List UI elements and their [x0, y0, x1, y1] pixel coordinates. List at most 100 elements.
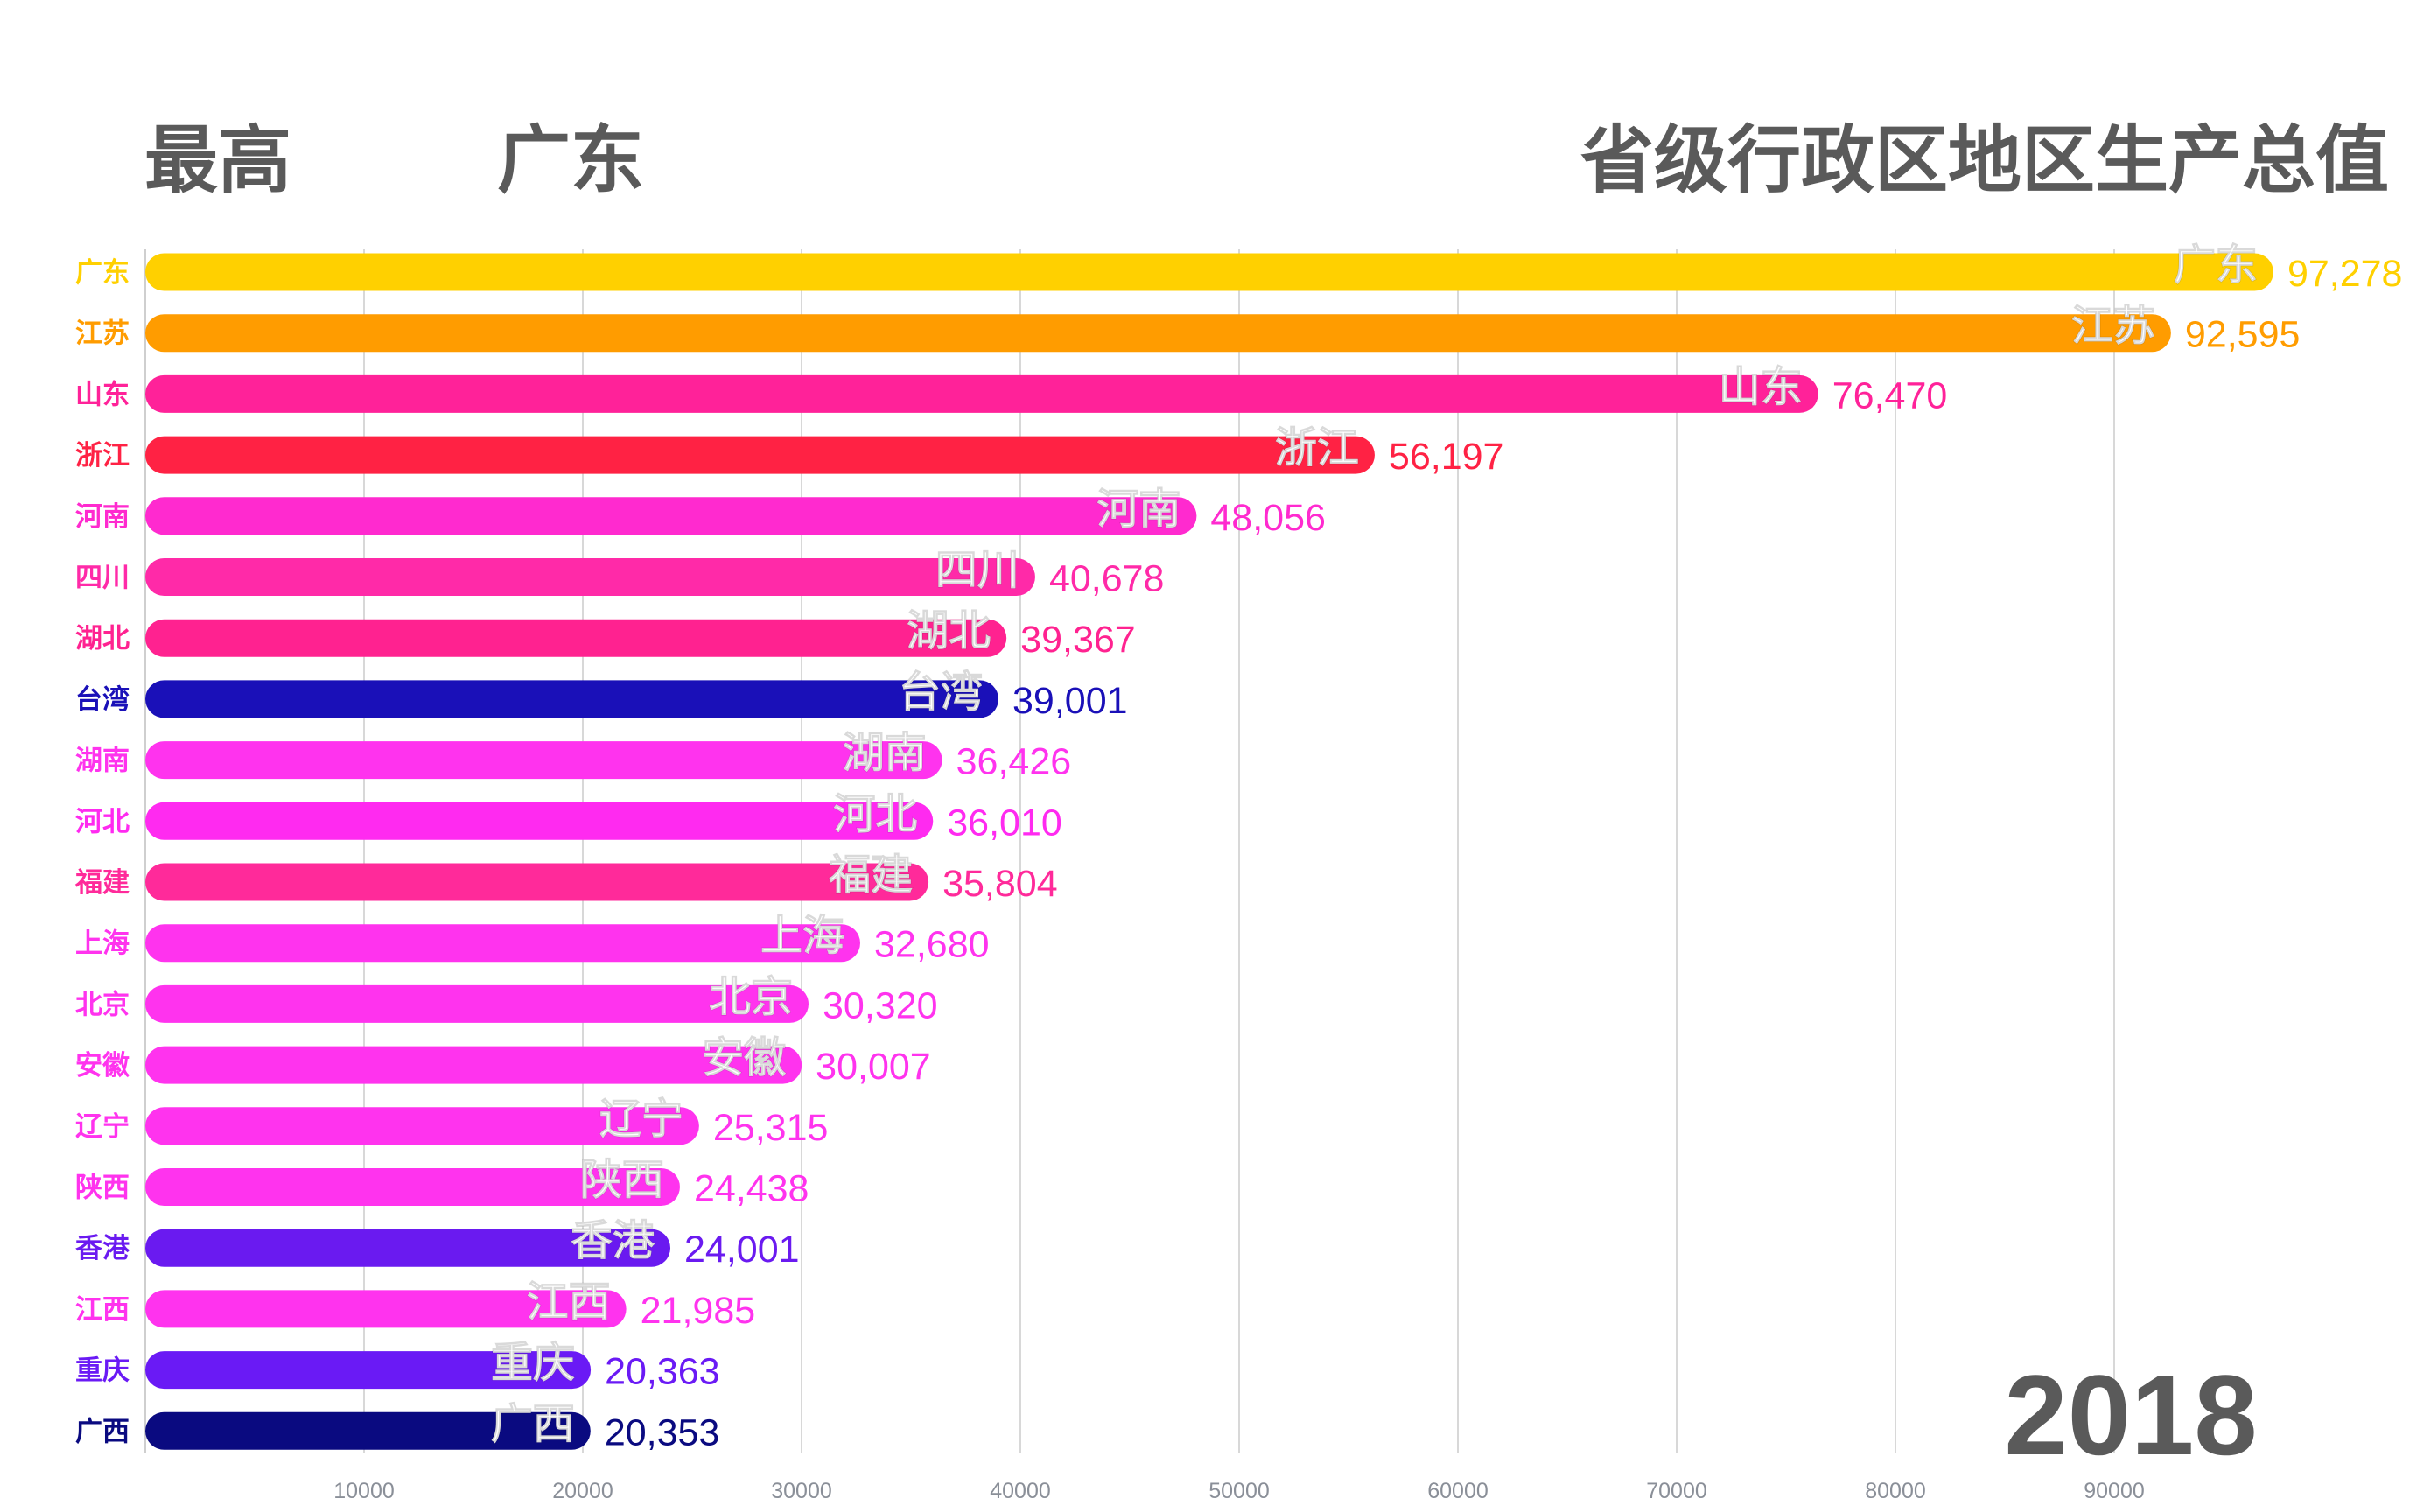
bar-inline-label: 河南 — [1096, 485, 1180, 534]
y-category-label: 广东 — [75, 257, 130, 289]
bar-row: 重庆 重庆 20,363 — [75, 1338, 720, 1393]
bar-row: 湖南 湖南 36,426 — [75, 728, 1072, 783]
value-label: 92,595 — [2185, 314, 2301, 356]
bar-row: 北京 北京 30,320 — [75, 972, 938, 1027]
bar — [145, 802, 934, 840]
value-label: 24,001 — [684, 1228, 800, 1270]
bar-row: 台湾 台湾 39,001 — [75, 667, 1128, 722]
y-category-label: 四川 — [75, 563, 130, 594]
bar-row: 香港 香港 24,001 — [75, 1216, 800, 1271]
x-tick-label: 80000 — [1865, 1479, 1926, 1503]
value-label: 30,320 — [823, 984, 938, 1026]
y-category-label: 香港 — [75, 1233, 130, 1264]
bar-row: 浙江 浙江 56,197 — [75, 424, 1504, 479]
value-label: 35,804 — [942, 863, 1058, 905]
y-category-label: 浙江 — [75, 440, 130, 472]
bar — [145, 1168, 680, 1206]
bar-inline-label: 江苏 — [2071, 302, 2155, 351]
bar-inline-label: 香港 — [571, 1216, 655, 1265]
bar-inline-label: 上海 — [760, 912, 844, 961]
x-tick-label: 20000 — [552, 1479, 613, 1503]
value-label: 30,007 — [816, 1046, 931, 1088]
value-label: 39,367 — [1020, 619, 1136, 661]
value-label: 24,438 — [694, 1168, 809, 1210]
bar — [145, 436, 1375, 474]
bar — [145, 1411, 591, 1450]
y-category-label: 广西 — [75, 1416, 130, 1447]
value-label: 20,353 — [605, 1411, 720, 1453]
bar — [145, 741, 942, 780]
bar-inline-label: 浙江 — [1275, 424, 1359, 472]
bar-inline-label: 山东 — [1719, 362, 1803, 411]
chart-title: 省级行政区地区生产总值 — [1580, 117, 2389, 203]
y-category-label: 陕西 — [75, 1172, 130, 1204]
value-label: 20,363 — [605, 1351, 720, 1393]
bar-row: 山东 山东 76,470 — [75, 362, 1948, 417]
year-label: 2018 — [2004, 1351, 2257, 1479]
bar — [145, 619, 1007, 657]
bar — [145, 1290, 627, 1328]
x-tick-label: 10000 — [333, 1479, 395, 1503]
value-label: 21,985 — [641, 1290, 756, 1332]
bar — [145, 1107, 699, 1145]
bar-inline-label: 陕西 — [580, 1156, 664, 1205]
bar-inline-label: 广西 — [491, 1399, 575, 1448]
bar-row: 上海 上海 32,680 — [75, 911, 990, 966]
bar-row: 江苏 江苏 92,595 — [75, 301, 2301, 356]
bar-row: 河北 河北 36,010 — [75, 789, 1062, 844]
bar-row: 广西 广西 20,353 — [75, 1399, 720, 1454]
value-label: 32,680 — [874, 924, 990, 966]
bar-row: 湖北 湖北 39,367 — [75, 606, 1136, 662]
bar-inline-label: 湖南 — [843, 729, 927, 778]
value-label: 76,470 — [1832, 374, 1948, 416]
bar — [145, 497, 1197, 536]
x-tick-label: 40000 — [990, 1479, 1051, 1503]
bar — [145, 253, 2273, 291]
x-tick-label: 60000 — [1427, 1479, 1489, 1503]
value-label: 36,010 — [947, 802, 1062, 844]
bar-inline-label: 湖北 — [907, 606, 991, 655]
bar — [145, 984, 809, 1023]
x-tick-label: 90000 — [2084, 1479, 2145, 1503]
bar-inline-label: 江西 — [527, 1278, 611, 1326]
y-category-label: 安徽 — [75, 1050, 130, 1082]
bar — [145, 374, 1818, 413]
bar — [145, 1228, 671, 1267]
bar-inline-label: 福建 — [828, 850, 913, 900]
y-category-label: 江西 — [75, 1294, 130, 1326]
bar-inline-label: 河北 — [833, 789, 917, 838]
y-category-label: 湖北 — [75, 623, 130, 654]
y-category-label: 台湾 — [75, 684, 130, 716]
bar — [145, 558, 1035, 596]
bar-inline-label: 台湾 — [899, 668, 983, 717]
y-category-label: 湖南 — [75, 746, 130, 777]
bar — [145, 680, 999, 718]
y-category-label: 江苏 — [75, 318, 130, 350]
value-label: 36,426 — [956, 741, 1072, 783]
y-category-label: 福建 — [74, 867, 130, 899]
y-category-label: 河北 — [75, 806, 130, 837]
bar-row: 辽宁 辽宁 25,315 — [75, 1094, 829, 1149]
bar — [145, 924, 860, 962]
y-category-label: 辽宁 — [75, 1111, 130, 1143]
bar-inline-label: 四川 — [935, 546, 1019, 595]
value-label: 39,001 — [1012, 680, 1128, 722]
bar — [145, 1046, 802, 1084]
bar-inline-label: 北京 — [709, 972, 793, 1021]
x-tick-label: 50000 — [1208, 1479, 1270, 1503]
value-label: 40,678 — [1049, 558, 1165, 600]
top-label: 最高 — [144, 117, 291, 203]
value-label: 97,278 — [2287, 253, 2403, 295]
x-tick-label: 30000 — [771, 1479, 832, 1503]
bar-row: 江西 江西 21,985 — [75, 1277, 756, 1332]
y-category-label: 北京 — [75, 989, 130, 1020]
bar-row: 河南 河南 48,056 — [75, 484, 1326, 539]
value-label: 56,197 — [1389, 436, 1504, 478]
x-tick-label: 70000 — [1646, 1479, 1707, 1503]
bar-row: 广东 广东 97,278 — [75, 241, 2403, 296]
y-category-label: 上海 — [75, 928, 130, 960]
value-label: 25,315 — [713, 1107, 829, 1149]
bar-inline-label: 辽宁 — [599, 1095, 683, 1144]
y-category-label: 山东 — [75, 379, 130, 410]
